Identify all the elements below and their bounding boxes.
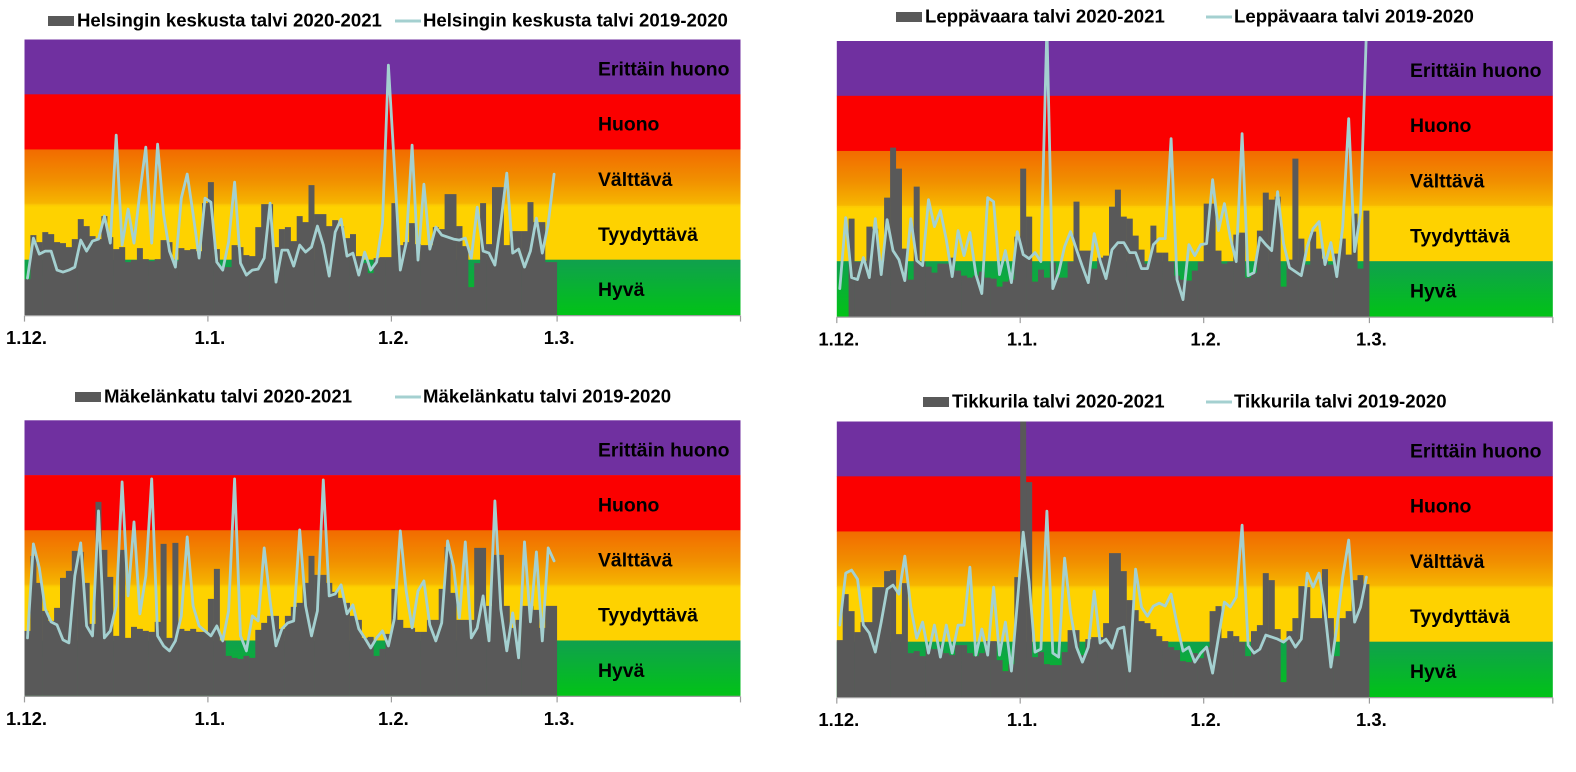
svg-text:Huono: Huono [1410,496,1472,518]
svg-text:1.1.: 1.1. [1007,329,1038,350]
svg-text:1.1.: 1.1. [195,327,226,348]
svg-text:Hyvä: Hyvä [598,279,645,301]
svg-text:Helsingin keskusta talvi 2019-: Helsingin keskusta talvi 2019-2020 [423,10,728,31]
svg-text:1.12.: 1.12. [818,709,859,730]
svg-text:1.3.: 1.3. [544,327,575,348]
svg-text:1.12.: 1.12. [6,708,47,729]
svg-text:Helsingin keskusta talvi 2020-: Helsingin keskusta talvi 2020-2021 [77,10,382,31]
svg-text:1.2.: 1.2. [1190,329,1221,350]
svg-text:1.2.: 1.2. [1190,709,1221,730]
svg-text:Välttävä: Välttävä [598,169,673,191]
svg-text:Erittäin huono: Erittäin huono [598,59,730,81]
svg-text:Hyvä: Hyvä [1410,661,1457,683]
svg-text:Huono: Huono [1410,115,1472,137]
svg-text:Huono: Huono [598,114,660,136]
svg-text:Mäkelänkatu talvi 2020-2021: Mäkelänkatu talvi 2020-2021 [104,386,352,407]
svg-text:Erittäin huono: Erittäin huono [1410,441,1542,463]
svg-text:Välttävä: Välttävä [1410,551,1485,573]
svg-text:1.1.: 1.1. [1007,709,1038,730]
svg-text:1.3.: 1.3. [544,708,575,729]
svg-text:1.1.: 1.1. [195,708,226,729]
svg-text:Hyvä: Hyvä [598,660,645,682]
svg-text:Välttävä: Välttävä [1410,170,1485,192]
svg-text:1.3.: 1.3. [1356,709,1387,730]
svg-text:Tikkurila talvi 2020-2021: Tikkurila talvi 2020-2021 [952,391,1165,412]
svg-text:1.12.: 1.12. [818,329,859,350]
svg-text:Tyydyttävä: Tyydyttävä [598,605,698,627]
svg-text:Erittäin huono: Erittäin huono [598,439,730,461]
svg-text:Hyvä: Hyvä [1410,281,1457,303]
svg-text:1.2.: 1.2. [378,327,409,348]
svg-text:Leppävaara talvi 2019-2020: Leppävaara talvi 2019-2020 [1234,6,1474,27]
svg-text:1.12.: 1.12. [6,327,47,348]
svg-text:Tyydyttävä: Tyydyttävä [598,224,698,246]
svg-text:Välttävä: Välttävä [598,550,673,572]
svg-text:Mäkelänkatu talvi 2019-2020: Mäkelänkatu talvi 2019-2020 [423,386,671,407]
svg-text:1.2.: 1.2. [378,708,409,729]
svg-text:Huono: Huono [598,495,660,517]
svg-text:Tikkurila talvi 2019-2020: Tikkurila talvi 2019-2020 [1234,391,1447,412]
svg-text:Erittäin huono: Erittäin huono [1410,60,1542,82]
svg-text:Tyydyttävä: Tyydyttävä [1410,225,1510,247]
svg-text:Leppävaara talvi 2020-2021: Leppävaara talvi 2020-2021 [925,6,1165,27]
svg-text:Tyydyttävä: Tyydyttävä [1410,606,1510,628]
svg-text:1.3.: 1.3. [1356,329,1387,350]
